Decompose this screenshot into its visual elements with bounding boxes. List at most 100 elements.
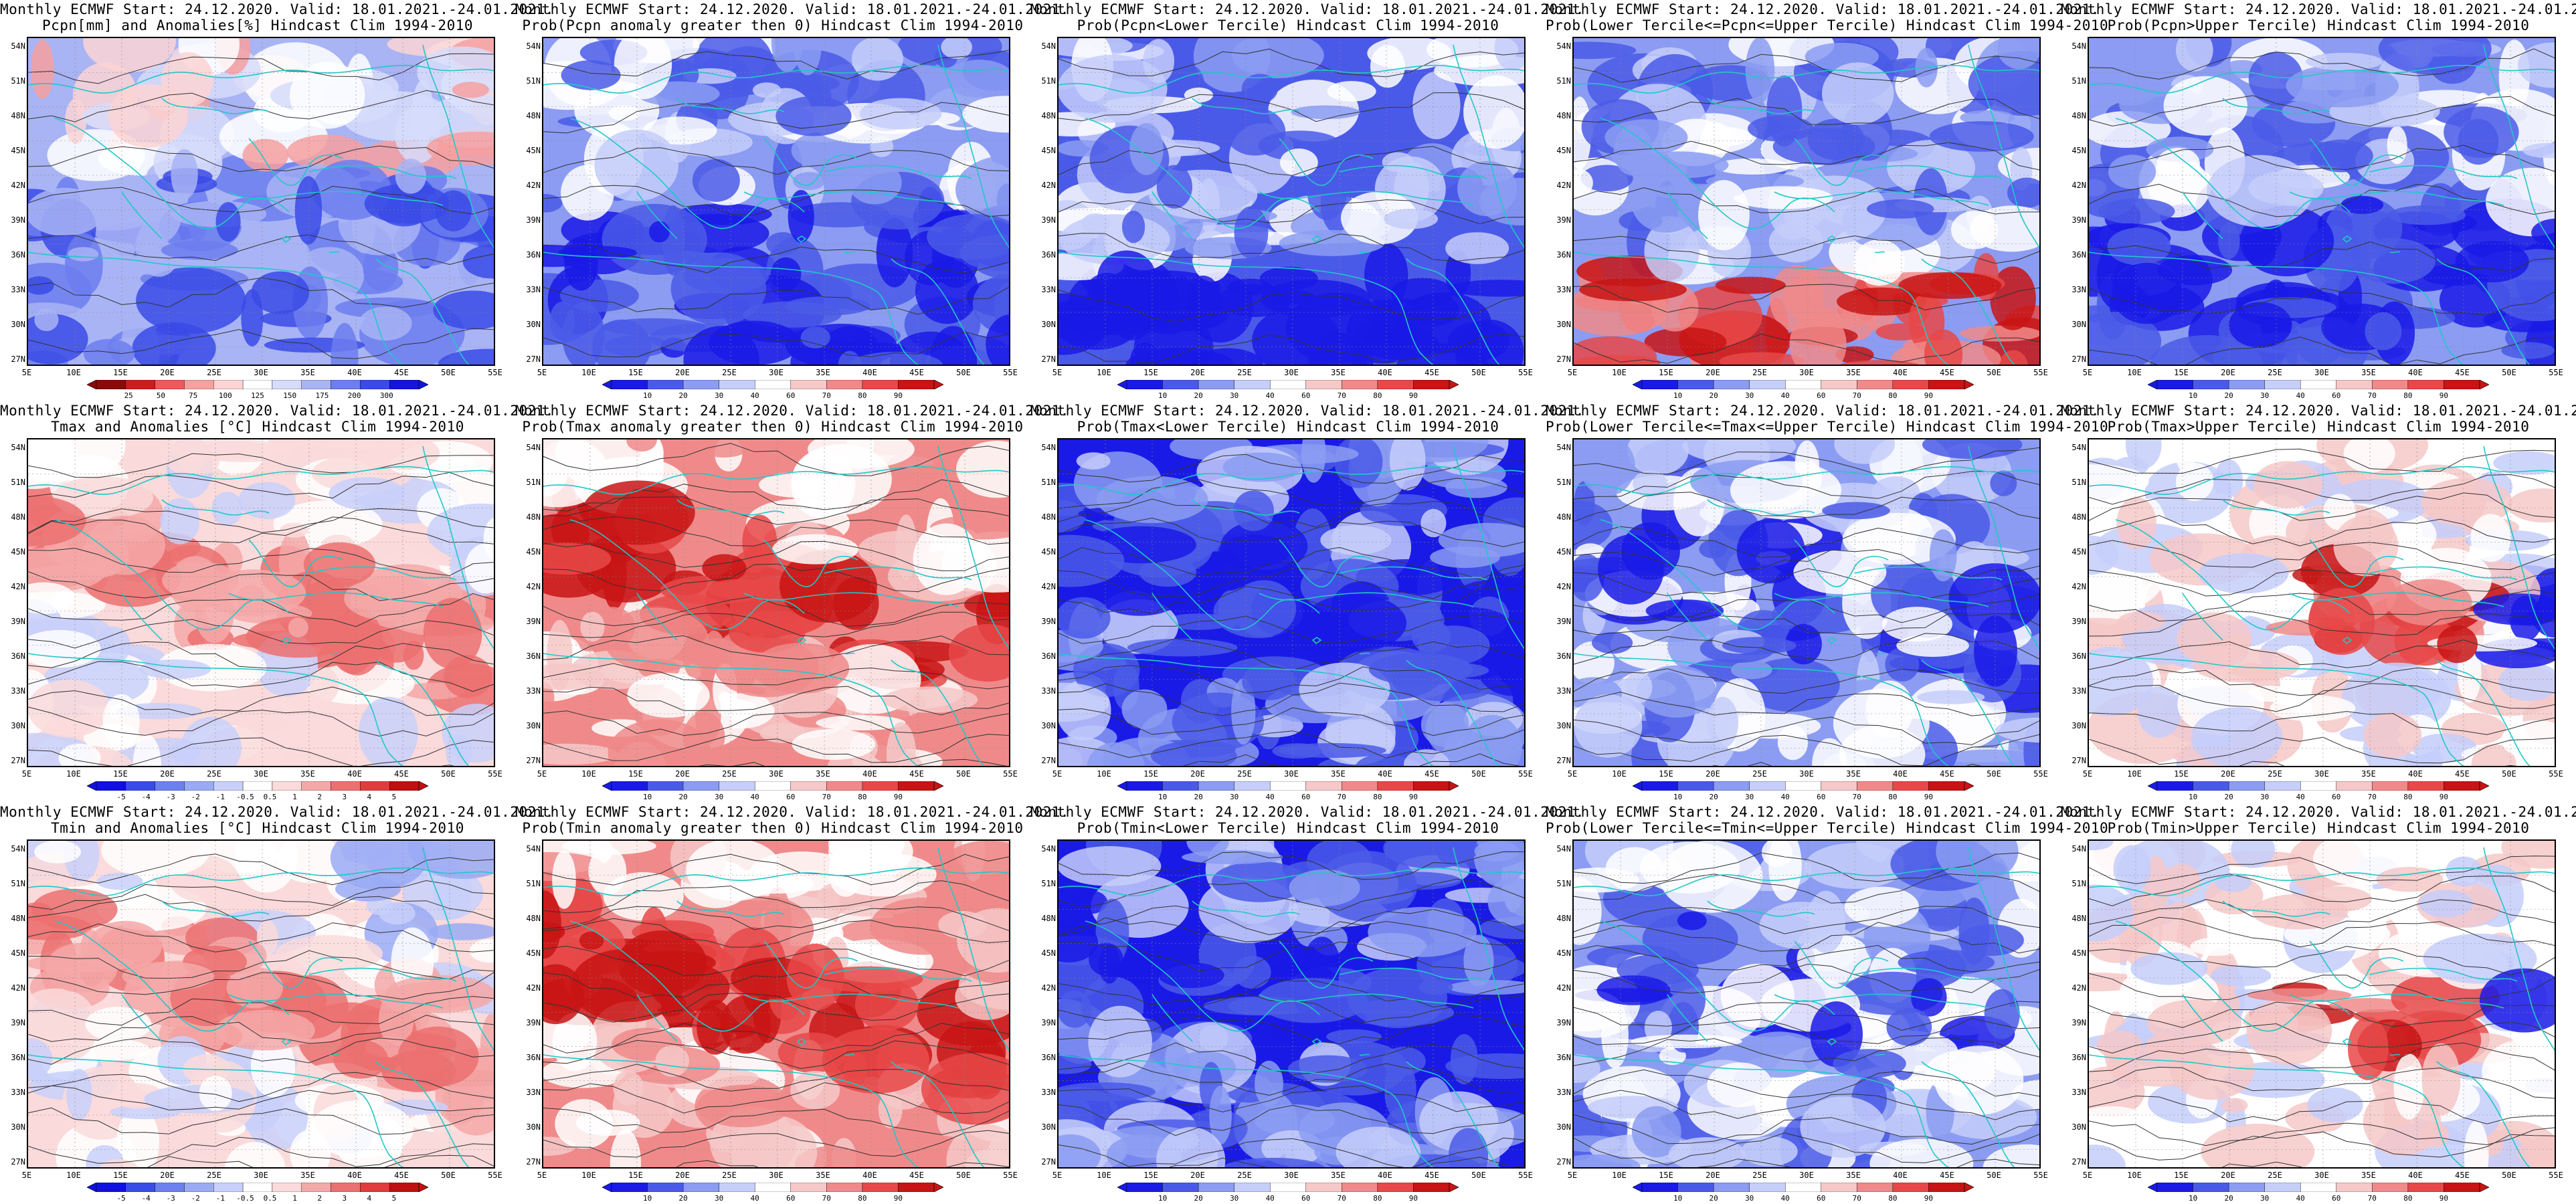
colorbar-tick-label: 60 — [786, 391, 796, 400]
lon-tick-label: 45E — [394, 769, 409, 779]
lat-tick-label: 42N — [1556, 582, 1571, 591]
lat-tick-label: 42N — [2072, 181, 2086, 190]
colorbar-tick-label: 175 — [315, 391, 329, 400]
lat-tick-label: 51N — [1041, 879, 1056, 888]
map-panel-pcpn-4: Monthly ECMWF Start: 24.12.2020. Valid: … — [1546, 0, 2108, 401]
lon-tick-label: 50E — [1987, 1171, 2001, 1180]
colorbar-tick-label: 70 — [822, 793, 831, 801]
colorbar-tick-label: 20 — [2224, 793, 2233, 801]
colorbar-tick-label: -3 — [166, 793, 175, 801]
colorbar-tick-label: 30 — [2260, 1194, 2270, 1203]
map-area — [27, 839, 495, 1169]
panel-title-line2: Tmax and Anomalies [°C] Hindcast Clim 19… — [51, 419, 464, 435]
lat-tick-label: 48N — [526, 111, 541, 120]
lon-tick-label: 55E — [1518, 368, 1533, 377]
panel-title-line2: Prob(Pcpn>Upper Tercile) Hindcast Clim 1… — [2107, 17, 2530, 33]
lon-tick-label: 50E — [2502, 769, 2516, 779]
lon-tick-label: 30E — [254, 368, 268, 377]
lon-tick-label: 35E — [300, 769, 315, 779]
colorbar-tick-label: 60 — [786, 1194, 796, 1203]
lon-tick-label: 40E — [862, 368, 877, 377]
map-area — [1057, 37, 1526, 366]
colorbar-tick-label: 40 — [2296, 1194, 2305, 1203]
lat-tick-label: 30N — [1556, 1122, 1571, 1132]
lon-tick-label: 35E — [2361, 368, 2376, 377]
map-area — [1572, 839, 2041, 1169]
lat-tick-label: 36N — [11, 651, 25, 661]
colorbar-tick-label: 1 — [292, 1194, 297, 1203]
colorbar-tick-label: 20 — [1709, 1194, 1718, 1203]
colorbar-tick-label: -0.5 — [236, 1194, 254, 1203]
lon-tick-label: 50E — [956, 1171, 971, 1180]
lon-tick-label: 15E — [2174, 769, 2189, 779]
lon-tick-label: 40E — [862, 769, 877, 779]
lon-tick-label: 10E — [1612, 368, 1627, 377]
colorbar-tick-label: 70 — [1852, 793, 1861, 801]
lon-tick-label: 55E — [2549, 769, 2563, 779]
colorbar-tick-label: 80 — [1373, 391, 1382, 400]
lat-tick-label: 36N — [2072, 250, 2086, 260]
lon-tick-label: 20E — [160, 1171, 175, 1180]
map-field — [1059, 439, 1524, 766]
lon-tick-label: 40E — [1893, 1171, 1908, 1180]
panel-title-line1: Monthly ECMWF Start: 24.12.2020. Valid: … — [2061, 403, 2576, 419]
lon-tick-label: 55E — [1518, 1171, 1533, 1180]
lat-tick-label: 36N — [526, 1053, 541, 1062]
colorbar-tick-label: 80 — [2403, 793, 2413, 801]
lat-tick-label: 39N — [1556, 617, 1571, 626]
lat-tick-label: 39N — [1041, 617, 1056, 626]
lat-tick-label: 51N — [526, 76, 541, 86]
lon-tick-label: 40E — [1893, 769, 1908, 779]
map-field — [543, 841, 1009, 1167]
colorbar-tick-label: -2 — [191, 1194, 200, 1203]
lon-tick-label: 10E — [1097, 368, 1111, 377]
colorbar — [87, 380, 428, 389]
lon-tick-label: 30E — [1799, 1171, 1814, 1180]
lat-tick-label: 45N — [11, 547, 25, 557]
map-field — [1059, 38, 1524, 365]
lat-tick-label: 51N — [1041, 478, 1056, 487]
lon-tick-label: 15E — [1659, 368, 1673, 377]
panel-title-line1: Monthly ECMWF Start: 24.12.2020. Valid: … — [1546, 804, 2100, 820]
lon-tick-label: 35E — [2361, 769, 2376, 779]
panel-title-line1: Monthly ECMWF Start: 24.12.2020. Valid: … — [1030, 403, 1585, 419]
colorbar-tick-label: 90 — [893, 1194, 903, 1203]
colorbar-tick-label: -5 — [116, 1194, 126, 1203]
colorbar-tick-label: 90 — [893, 793, 903, 801]
lon-tick-label: 15E — [113, 368, 128, 377]
lon-tick-label: 35E — [1846, 368, 1861, 377]
lon-tick-label: 25E — [207, 368, 221, 377]
lat-tick-label: 42N — [11, 983, 25, 993]
map-panel-tmin-4: Monthly ECMWF Start: 24.12.2020. Valid: … — [1546, 803, 2108, 1204]
lon-tick-label: 10E — [66, 1171, 81, 1180]
colorbar-tick-label: 10 — [1673, 1194, 1683, 1203]
lon-tick-label: 45E — [909, 1171, 924, 1180]
lon-tick-label: 5E — [2082, 368, 2093, 377]
map-field — [28, 841, 494, 1167]
colorbar-tick-label: 1 — [292, 793, 297, 801]
map-area — [542, 438, 1010, 767]
lon-tick-label: 15E — [113, 1171, 128, 1180]
lat-tick-label: 45N — [11, 146, 25, 155]
lat-tick-label: 45N — [526, 547, 541, 557]
panel-title-line2: Prob(Lower Tercile<=Tmax<=Upper Tercile)… — [1546, 419, 2109, 435]
lon-tick-label: 5E — [1567, 769, 1578, 779]
lat-tick-label: 51N — [2072, 879, 2086, 888]
lon-tick-label: 25E — [1237, 1171, 1252, 1180]
lat-tick-label: 48N — [2072, 512, 2086, 522]
lon-tick-label: 25E — [1752, 769, 1767, 779]
lat-tick-label: 27N — [526, 355, 541, 364]
lat-tick-label: 30N — [1041, 1122, 1056, 1132]
lat-tick-label: 45N — [1041, 547, 1056, 557]
colorbar-tick-label: 40 — [750, 391, 759, 400]
lon-tick-label: 35E — [1331, 769, 1346, 779]
lon-tick-label: 50E — [2502, 1171, 2516, 1180]
panel-title-line1: Monthly ECMWF Start: 24.12.2020. Valid: … — [515, 1, 1070, 17]
colorbar-tick-label: 10 — [1158, 1194, 1168, 1203]
map-panel-pcpn-1: Monthly ECMWF Start: 24.12.2020. Valid: … — [0, 0, 554, 401]
colorbar-tick-label: 40 — [1265, 1194, 1275, 1203]
colorbar-tick-label: 90 — [1924, 1194, 1934, 1203]
colorbar-tick-label: 90 — [1408, 793, 1418, 801]
colorbar-tick-label: -5 — [116, 793, 126, 801]
lon-tick-label: 10E — [581, 769, 596, 779]
